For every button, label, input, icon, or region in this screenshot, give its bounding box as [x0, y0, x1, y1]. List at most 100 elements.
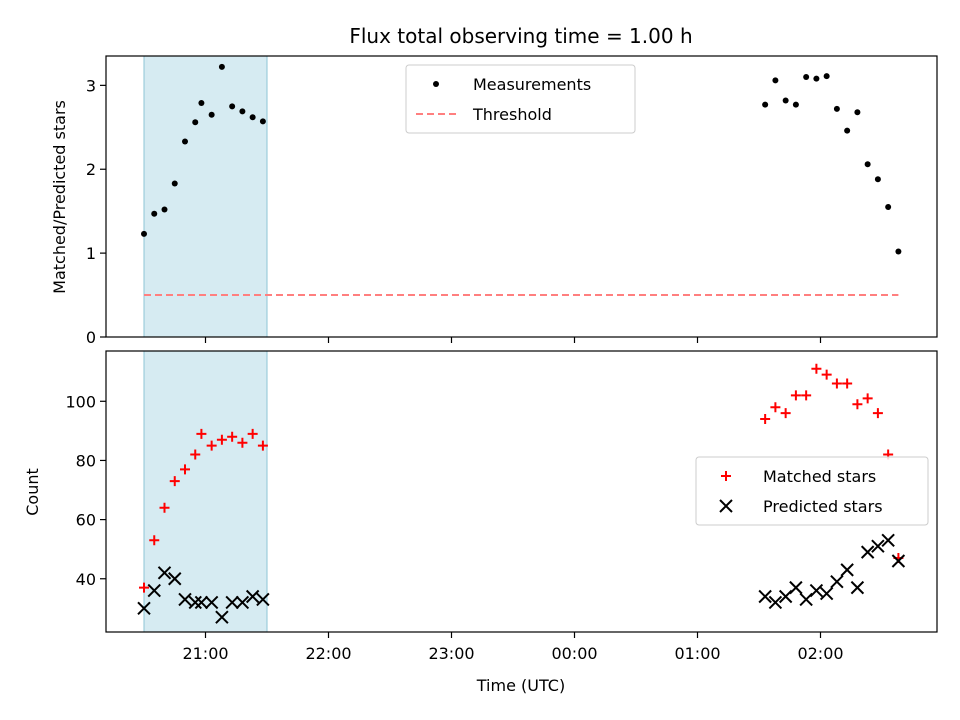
matched-stars-point	[206, 440, 217, 451]
predicted-stars-point	[830, 575, 844, 589]
predicted-stars-point	[819, 586, 834, 601]
measurement-point	[895, 248, 902, 255]
bottom-y-axis-label: Count	[23, 468, 42, 516]
matched-stars-point	[139, 582, 149, 593]
predicted-stars-point	[225, 595, 239, 610]
matched-stars-point	[180, 464, 190, 475]
predicted-stars-point	[194, 595, 209, 610]
y-tick-label: 40	[76, 570, 96, 589]
x-tick-label: 22:00	[305, 644, 351, 663]
predicted-stars-point	[157, 566, 172, 580]
top-y-axis: 0 1 2 3	[86, 76, 106, 347]
measurement-point	[844, 127, 851, 134]
measurement-point	[171, 180, 178, 187]
legend-entry-label: Matched stars	[763, 467, 876, 486]
y-tick-label: 2	[86, 160, 96, 179]
measurement-point	[182, 138, 188, 145]
predicted-stars-point	[147, 583, 161, 598]
matched-stars-point	[149, 535, 160, 546]
matched-stars-point	[780, 408, 791, 419]
matched-stars-point	[760, 414, 771, 425]
y-tick-label: 0	[86, 328, 96, 347]
x-tick-label: 23:00	[428, 644, 474, 663]
x-tick-label: 00:00	[551, 644, 597, 663]
x-tick-label: 01:00	[674, 644, 720, 663]
matched-stars-point	[821, 369, 832, 380]
legend-box	[405, 64, 636, 134]
bottom-legend: Matched stars Predicted stars	[695, 456, 929, 526]
predicted-stars-point	[881, 533, 895, 548]
matched-stars-point	[227, 431, 238, 442]
predicted-stars-point	[188, 595, 202, 610]
legend-plus-swatch	[721, 471, 731, 481]
measurement-point	[874, 176, 881, 183]
predicted-stars-point	[789, 580, 803, 595]
measurement-point	[192, 119, 199, 126]
measurement-point	[854, 109, 861, 116]
predicted-stars-point	[758, 589, 772, 604]
x-tick-label: 02:00	[797, 644, 843, 663]
predicted-stars-point	[168, 572, 182, 586]
y-tick-label: 80	[76, 451, 96, 470]
legend-entry-label: Predicted stars	[763, 497, 883, 516]
matched-stars-point	[196, 428, 207, 439]
matched-stars-point	[770, 402, 781, 413]
measurement-point	[792, 101, 799, 108]
y-tick-label: 3	[86, 76, 96, 95]
top-panel: 0 1 2 3 Matched/Predicted stars Measurement…	[50, 55, 938, 347]
predicted-stars-point	[204, 595, 219, 610]
predicted-stars-point	[860, 545, 875, 559]
measurement-point	[218, 63, 225, 70]
matched-stars-point	[216, 434, 227, 445]
top-x-ticks	[204, 337, 822, 343]
measurement-point	[782, 97, 789, 104]
measurement-point	[813, 75, 820, 82]
predicted-stars-point	[840, 563, 854, 577]
observing-window-shade	[143, 55, 268, 338]
y-tick-label: 60	[76, 511, 96, 530]
matched-stars-point	[842, 378, 853, 389]
matched-stars-point	[831, 378, 842, 389]
bottom-x-axis: 21:00 22:00 23:00 00:00 01:00 02:00	[182, 632, 844, 663]
measurement-point	[772, 77, 779, 84]
x-tick-label: 21:00	[182, 644, 228, 663]
matched-stars-point	[790, 390, 801, 401]
matched-stars-point	[169, 476, 180, 487]
observing-window-shade	[143, 350, 268, 633]
matched-stars-point	[811, 363, 822, 374]
matched-stars-point	[257, 440, 268, 451]
matched-stars-point	[801, 390, 812, 401]
matched-stars-point	[237, 437, 248, 448]
predicted-stars-point	[245, 589, 260, 604]
bottom-data-marks	[137, 363, 906, 624]
measurement-point	[885, 203, 892, 210]
matched-stars-point	[852, 399, 863, 410]
matched-stars-point	[159, 502, 170, 513]
matched-stars-point	[862, 393, 873, 404]
measurement-point	[151, 210, 158, 217]
top-data-marks	[141, 63, 902, 297]
measurement-point	[864, 161, 871, 168]
measurement-point	[823, 73, 830, 80]
predicted-stars-point	[891, 554, 906, 568]
measurement-point	[208, 111, 215, 118]
bottom-shaded-region	[143, 350, 268, 633]
bottom-axes-frame	[105, 350, 938, 633]
predicted-stars-point	[215, 610, 229, 624]
legend-x-swatch	[719, 499, 733, 513]
predicted-stars-point	[768, 595, 783, 610]
measurement-point	[833, 105, 840, 112]
measurement-point	[762, 101, 769, 108]
x-axis-label: Time (UTC)	[476, 676, 565, 695]
predicted-stars-point	[178, 592, 192, 607]
matched-stars-point	[247, 428, 258, 439]
measurement-point	[229, 103, 236, 110]
y-tick-label: 1	[86, 244, 96, 263]
legend-dot-swatch	[433, 81, 439, 87]
predicted-stars-point	[235, 595, 250, 610]
legend-entry-label: Threshold	[472, 105, 552, 124]
legend-entry-label: Measurements	[473, 75, 591, 94]
measurement-point	[803, 73, 810, 80]
predicted-stars-point	[809, 583, 824, 598]
measurement-point	[249, 114, 256, 121]
